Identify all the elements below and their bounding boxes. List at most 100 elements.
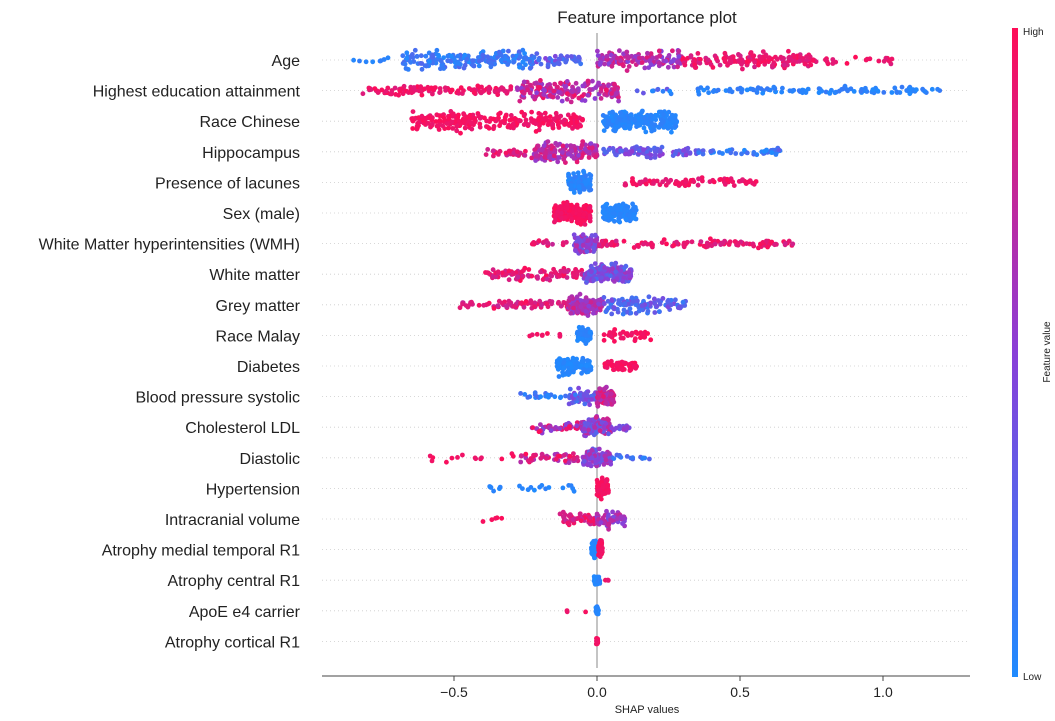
shap-point (422, 115, 428, 121)
shap-point (790, 241, 796, 247)
shap-point (564, 206, 570, 211)
shap-point (578, 304, 584, 310)
shap-point (462, 52, 468, 58)
shap-point (750, 86, 755, 92)
shap-point (623, 360, 629, 366)
shap-point (587, 87, 592, 92)
colorbar-high-label: High (1023, 27, 1044, 38)
shap-point (676, 54, 682, 60)
shap-point (496, 49, 502, 55)
shap-point (624, 424, 630, 430)
feature-label: Diabetes (237, 359, 300, 376)
shap-point (539, 451, 545, 457)
shap-point (712, 53, 718, 59)
shap-point (617, 211, 623, 217)
shap-point (523, 117, 529, 123)
shap-point (676, 48, 682, 54)
points-layer (351, 47, 943, 647)
shap-point (582, 98, 588, 103)
shap-point (641, 125, 647, 131)
shap-point (589, 551, 595, 557)
shap-point (559, 98, 565, 104)
shap-point (553, 456, 559, 462)
shap-point (752, 59, 758, 65)
shap-point (645, 308, 651, 314)
shap-point (845, 88, 850, 94)
shap-point (652, 115, 657, 120)
shap-point (618, 110, 623, 115)
shap-point (666, 53, 672, 58)
shap-point (449, 53, 454, 59)
shap-point (618, 148, 623, 154)
shap-point (601, 241, 606, 247)
shap-point (521, 122, 527, 127)
feature-label: Age (272, 53, 301, 70)
shap-point (767, 87, 773, 93)
shap-point (787, 88, 793, 94)
shap-point (602, 150, 608, 156)
shap-point (599, 547, 605, 553)
x-tick-label: −0.5 (440, 684, 468, 700)
shap-point (477, 121, 483, 127)
shap-point (434, 47, 440, 53)
feature-label: Atrophy cortical R1 (165, 634, 300, 651)
shap-point (805, 86, 811, 92)
shap-point (481, 302, 487, 308)
shap-point (830, 57, 836, 62)
shap-point (455, 115, 461, 120)
shap-point (490, 116, 496, 122)
shap-point (553, 218, 558, 223)
feature-row-points (589, 538, 605, 561)
shap-point (571, 357, 577, 363)
shap-point (525, 87, 530, 93)
shap-point (515, 149, 520, 155)
shap-point (808, 62, 814, 68)
shap-point (738, 57, 743, 63)
shap-point (475, 83, 481, 89)
shap-point (611, 87, 617, 92)
shap-point (591, 249, 596, 254)
shap-point (418, 89, 424, 94)
shap-point (438, 58, 444, 64)
shap-point (779, 89, 785, 95)
shap-point (419, 66, 425, 72)
shap-point (558, 80, 563, 86)
x-tick-label: 1.0 (873, 684, 893, 700)
shap-point (867, 56, 873, 62)
shap-point (601, 83, 607, 89)
shap-point (555, 95, 561, 100)
shap-point (578, 61, 584, 67)
shap-point (663, 182, 669, 188)
shap-point (583, 341, 589, 346)
shap-point (681, 242, 687, 248)
shap-point (647, 456, 652, 462)
shap-point (508, 113, 514, 118)
shap-point (564, 609, 570, 615)
shap-point (656, 60, 662, 66)
shap-point (538, 394, 543, 400)
shap-point (538, 78, 543, 83)
shap-point (559, 215, 565, 221)
shap-point (608, 391, 614, 397)
shap-point (609, 114, 614, 119)
shap-point (557, 426, 563, 431)
shap-point (532, 390, 538, 396)
shap-point (697, 60, 703, 66)
shap-point (545, 392, 551, 398)
shap-point (485, 54, 490, 60)
shap-point (603, 421, 609, 427)
shap-point (657, 153, 663, 159)
shap-point (458, 85, 464, 91)
shap-point (515, 274, 521, 280)
feature-row-points (529, 414, 632, 439)
shap-point (783, 241, 788, 246)
shap-point (357, 58, 362, 64)
shap-point (556, 361, 562, 367)
shap-point (769, 150, 775, 156)
shap-point (644, 241, 650, 247)
shap-point (753, 179, 759, 184)
shap-point (620, 521, 625, 526)
shap-point (469, 126, 475, 132)
shap-point (472, 116, 478, 121)
shap-point (585, 337, 591, 343)
